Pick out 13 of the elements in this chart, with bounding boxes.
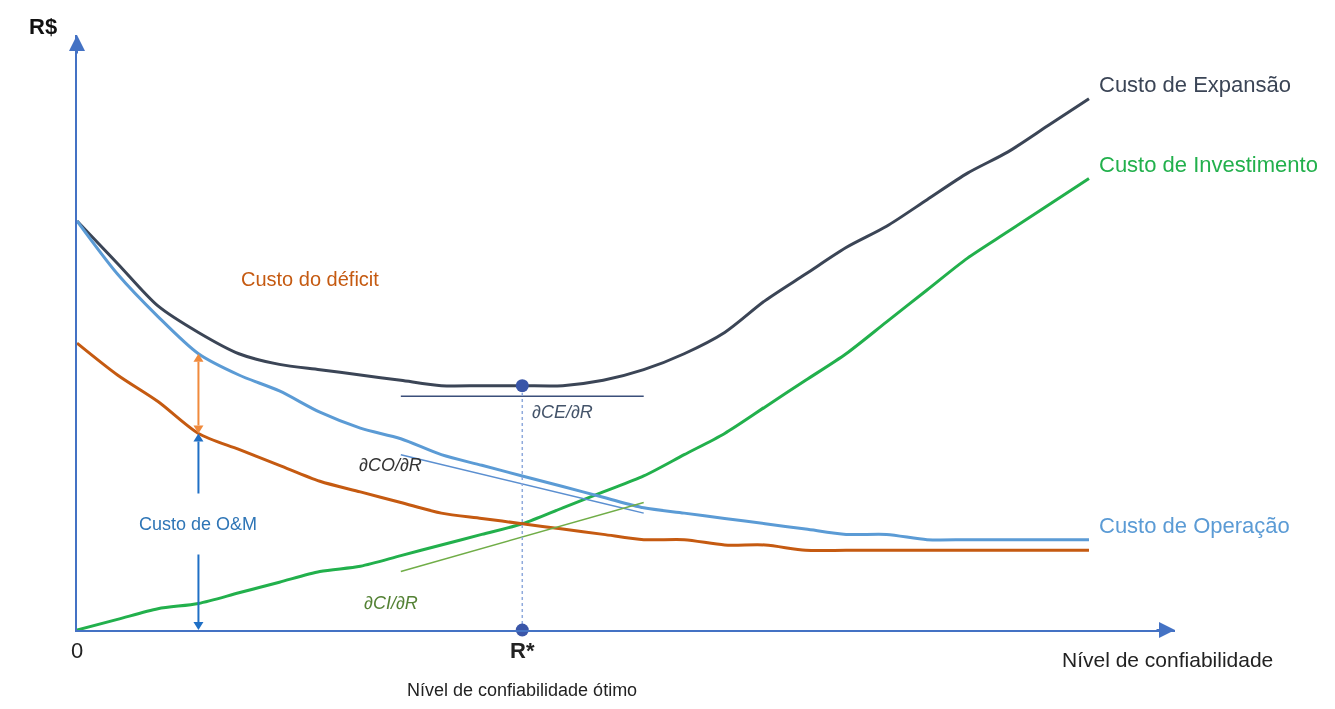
series-label: Custo de Investimento: [1099, 152, 1318, 177]
series-label: Custo de Expansão: [1099, 72, 1292, 97]
x-tick-label: 0: [70, 638, 84, 664]
annotation: ∂CO/∂R: [359, 455, 422, 475]
annotation: ∂CI/∂R: [364, 593, 418, 613]
series-label: Custo de Operação: [1099, 513, 1290, 538]
annotation: Custo do déficit: [241, 268, 380, 290]
annotation: Custo de O&M: [139, 514, 258, 534]
text: Nível de confiabilidade ótimo: [407, 680, 638, 700]
y-axis-title: R$: [29, 14, 58, 39]
x-axis-title: Nível de confiabilidade: [1062, 648, 1274, 671]
x-tick-label: R*: [510, 638, 535, 664]
annotation: ∂CE/∂R: [532, 402, 593, 422]
